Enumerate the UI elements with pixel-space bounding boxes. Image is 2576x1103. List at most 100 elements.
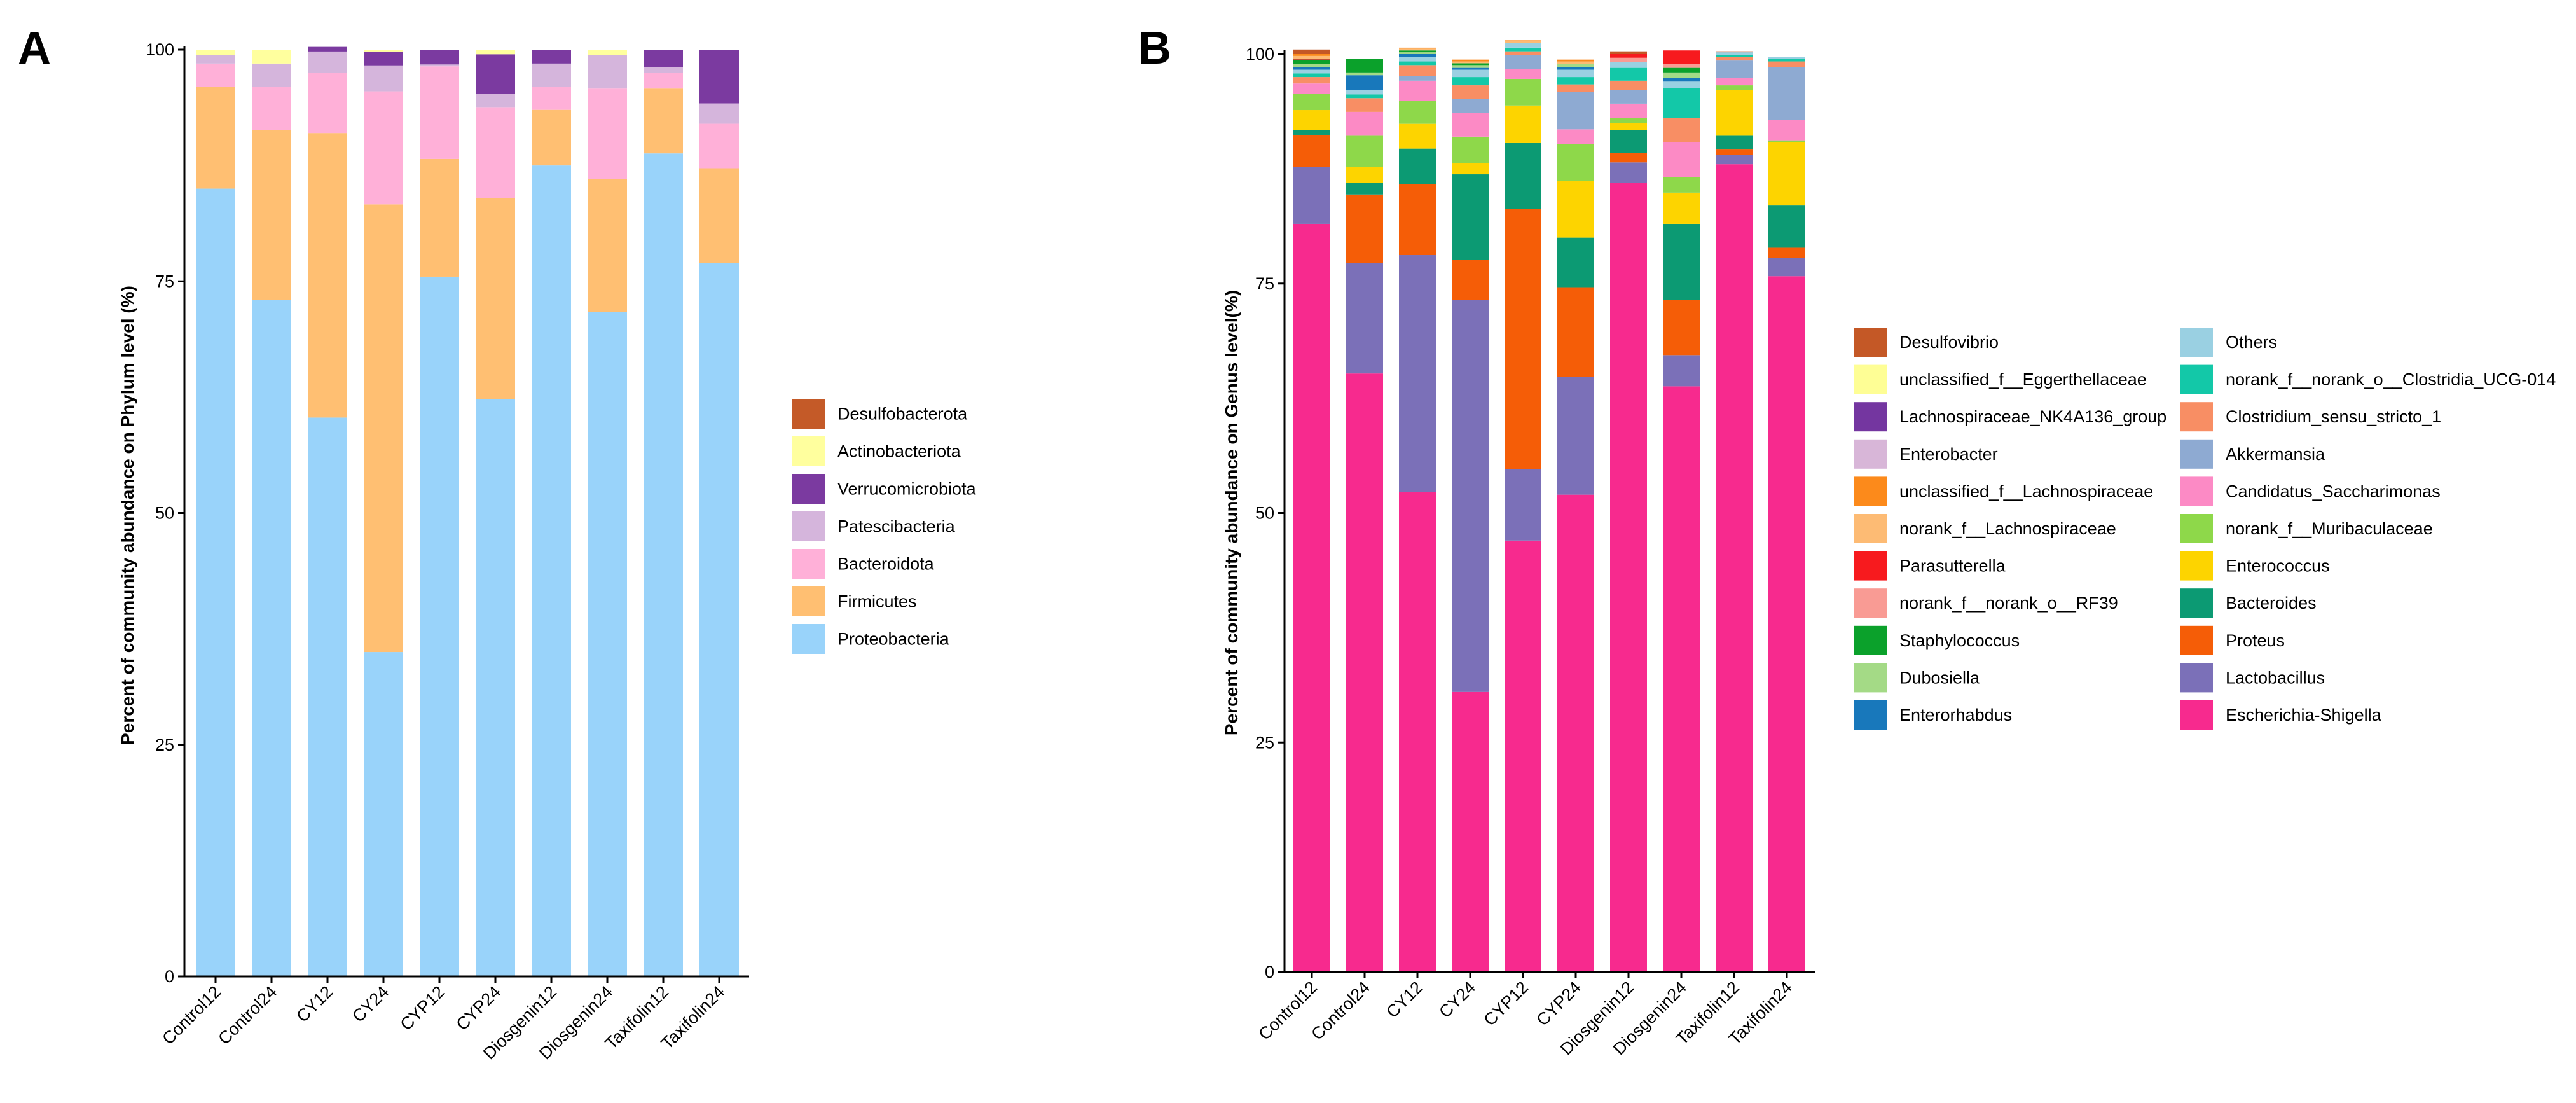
bar-segment-cyp24-others <box>1557 69 1594 78</box>
bar-segment-cy24-staphylococcus <box>1452 63 1489 66</box>
bar-segment-cy12-patescibacteria <box>308 51 347 73</box>
bar-segment-diosgenin24-others <box>1663 81 1700 88</box>
bar-segment-cy24-akkermansia <box>1452 99 1489 113</box>
bar-segment-diosgenin12-enterococcus <box>1610 123 1647 130</box>
bar-segment-control24-bacteroidota <box>252 87 291 130</box>
bar-segment-cy12-candidatus-saccharimonas <box>1399 80 1436 101</box>
legend-swatch-parasutterella <box>1854 551 1887 581</box>
bar-segment-diosgenin12-desulfovibrio <box>1610 51 1647 54</box>
legend-swatch-desulfobacterota <box>792 399 825 429</box>
legend-label-bacteroides: Bacteroides <box>2226 593 2317 613</box>
bar-segment-cyp24-akkermansia <box>1557 92 1594 130</box>
bar-segment-control24-escherichia-shigella <box>1346 373 1383 972</box>
bar-segment-diosgenin24-enterococcus <box>1663 192 1700 224</box>
legend-label-enterococcus: Enterococcus <box>2226 557 2330 576</box>
bar-segment-cyp24-bacteroides <box>1557 237 1594 288</box>
bar-segment-cyp12-proteus <box>1505 209 1541 469</box>
bar-segment-taxifolin12-norank-f-norank-o-clostridia-ucg-014 <box>1716 55 1753 57</box>
bar-segment-cy12-enterococcus <box>1399 123 1436 149</box>
legend-label-parasutterella: Parasutterella <box>1899 557 2006 576</box>
bar-segment-cyp24-proteobacteria <box>476 399 515 976</box>
bar-segment-cyp24-enterococcus <box>1557 181 1594 238</box>
y-tick-label: 75 <box>1255 274 1274 293</box>
bar-segment-cy12-norank-f-muribaculaceae <box>1399 101 1436 124</box>
x-tick-label-cyp12: CYP12 <box>397 982 449 1034</box>
bar-segment-cy12-clostridium-sensu-stricto-1 <box>1399 65 1436 76</box>
bar-segment-diosgenin24-bacteroides <box>1663 223 1700 300</box>
bar-segment-control24-firmicutes <box>252 130 291 300</box>
y-axis-title: Percent of community abundance on Genus … <box>1222 290 1241 735</box>
legend-swatch-clostridium-sensu-stricto-1 <box>2180 402 2213 432</box>
bar-segment-taxifolin12-norank-f-muribaculaceae <box>1716 85 1753 90</box>
bar-segment-cyp12-norank-f-norank-o-clostridia-ucg-014 <box>1505 47 1541 52</box>
bar-segment-diosgenin12-proteobacteria <box>532 165 571 976</box>
legend-swatch-norank-f-muribaculaceae <box>2180 514 2213 543</box>
bar-segment-control24-proteus <box>1346 194 1383 264</box>
legend-swatch-firmicutes <box>792 586 825 616</box>
bar-segment-cy24-norank-f-muribaculaceae <box>1452 136 1489 163</box>
bar-segment-taxifolin24-others <box>1768 57 1805 59</box>
y-tick-label: 100 <box>146 40 174 59</box>
bar-segment-control12-bacteroides <box>1293 130 1330 135</box>
bar-segment-control12-norank-f-muribaculaceae <box>1293 94 1330 111</box>
bar-segment-cyp24-actinobacteriota <box>476 50 515 55</box>
bar-segment-taxifolin24-escherichia-shigella <box>1768 276 1805 972</box>
bar-segment-taxifolin24-bacteroides <box>1768 205 1805 248</box>
legend-label-proteus: Proteus <box>2226 631 2285 650</box>
legend-swatch-enterococcus <box>2180 551 2213 581</box>
bar-segment-cy24-candidatus-saccharimonas <box>1452 113 1489 137</box>
bar-segment-cy24-enterorhabdus <box>1452 67 1489 70</box>
bar-segment-control24-norank-f-norank-o-clostridia-ucg-014 <box>1346 94 1383 99</box>
legend-label-unclassified-f-eggerthellaceae: unclassified_f__Eggerthellaceae <box>1899 370 2147 389</box>
legend-swatch-norank-f-norank-o-rf39 <box>1854 588 1887 618</box>
bar-segment-diosgenin24-patescibacteria <box>588 55 627 89</box>
legend-label-candidatus-saccharimonas: Candidatus_Saccharimonas <box>2226 482 2441 501</box>
bar-segment-taxifolin12-escherichia-shigella <box>1716 164 1753 972</box>
legend-swatch-unclassified-f-eggerthellaceae <box>1854 364 1887 394</box>
bar-segment-control12-candidatus-saccharimonas <box>1293 83 1330 94</box>
bar-segment-taxifolin24-verrucomicrobiota <box>699 50 739 104</box>
legend-swatch-norank-f-norank-o-clostridia-ucg-014 <box>2180 364 2213 394</box>
bar-segment-taxifolin24-lactobacillus <box>1768 258 1805 277</box>
bar-segment-taxifolin24-norank-f-muribaculaceae <box>1768 140 1805 142</box>
bar-segment-taxifolin12-proteobacteria <box>644 153 683 977</box>
legend-label-actinobacteriota: Actinobacteriota <box>837 442 961 461</box>
bar-segment-control12-proteus <box>1293 134 1330 167</box>
bar-segment-control24-bacteroides <box>1346 183 1383 195</box>
legend-label-lachnospiraceae-nk4a136-group: Lachnospiraceae_NK4A136_group <box>1899 407 2166 426</box>
bar-segment-control12-escherichia-shigella <box>1293 223 1330 973</box>
y-tick-label: 25 <box>1255 733 1274 752</box>
bar-segment-control12-patescibacteria <box>196 55 235 64</box>
bar-segment-taxifolin12-lactobacillus <box>1716 155 1753 165</box>
x-tick-label-cy24: CY24 <box>348 982 392 1026</box>
bar-segment-cyp24-clostridium-sensu-stricto-1 <box>1557 84 1594 92</box>
bar-segment-diosgenin12-akkermansia <box>1610 90 1647 104</box>
legend-label-patescibacteria: Patescibacteria <box>837 517 956 536</box>
bar-segment-diosgenin12-firmicutes <box>532 109 571 166</box>
bar-segment-diosgenin12-clostridium-sensu-stricto-1 <box>1610 80 1647 90</box>
bar-segment-cyp12-akkermansia <box>1505 55 1541 69</box>
bar-segment-diosgenin12-verrucomicrobiota <box>532 50 571 64</box>
y-axis-title: Percent of community abundance on Phylum… <box>118 286 137 745</box>
legend-label-others: Others <box>2226 333 2277 352</box>
bar-segment-cy24-unclassified-f-lachnospiraceae <box>1452 59 1489 62</box>
x-tick-label-control24: Control24 <box>214 982 280 1048</box>
legend-swatch-enterorhabdus <box>1854 700 1887 730</box>
bar-segment-diosgenin12-patescibacteria <box>532 63 571 87</box>
bar-segment-cy24-lactobacillus <box>1452 300 1489 692</box>
bar-segment-taxifolin12-akkermansia <box>1716 60 1753 78</box>
bar-segment-cy12-bacteroides <box>1399 148 1436 184</box>
bar-segment-cy24-escherichia-shigella <box>1452 691 1489 972</box>
bar-segment-diosgenin24-escherichia-shigella <box>1663 386 1700 972</box>
legend-label-enterobacter: Enterobacter <box>1899 445 1998 464</box>
bar-segment-diosgenin24-actinobacteriota <box>588 50 627 55</box>
x-tick-label-cy12: CY12 <box>293 982 336 1026</box>
bar-segment-cyp12-escherichia-shigella <box>1505 540 1541 972</box>
bar-segment-control12-bacteroidota <box>196 63 235 87</box>
bar-segment-diosgenin24-proteobacteria <box>588 312 627 976</box>
legend: Desulfovibrio unclassified_f__Eggerthella… <box>1854 328 2556 730</box>
bar-segment-cy24-norank-f-norank-o-clostridia-ucg-014 <box>1452 77 1489 86</box>
bar-segment-taxifolin24-enterococcus <box>1768 142 1805 206</box>
legend-swatch-escherichia-shigella <box>2180 700 2213 730</box>
bar-segment-diosgenin24-norank-f-norank-o-clostridia-ucg-014 <box>1663 88 1700 119</box>
